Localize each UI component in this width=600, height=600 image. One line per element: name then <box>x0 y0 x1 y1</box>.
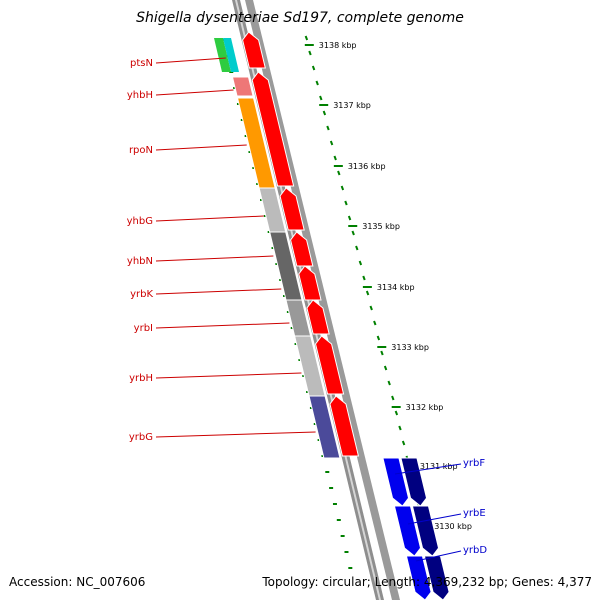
tick-minor-mark <box>347 215 352 221</box>
reverse-gene-arrow <box>411 505 440 557</box>
forward-gene-label: yhbH <box>127 90 153 101</box>
tick-minor-mark <box>401 440 406 446</box>
tick-label: 3133 kbp <box>391 343 429 352</box>
gene-category-block <box>308 395 341 459</box>
gene-category-block <box>223 38 239 72</box>
gene-leader-line <box>155 144 247 151</box>
forward-gene-arrow <box>306 299 330 335</box>
tick-minor-mark <box>391 395 395 401</box>
forward-gene-label: ptsN <box>130 58 153 69</box>
tick-minor-mark <box>398 425 402 431</box>
forward-gene-arrow <box>279 187 305 231</box>
gene-leader-line <box>407 513 462 525</box>
tick-minor-mark <box>358 260 363 266</box>
gene-leader-line <box>155 255 274 262</box>
forward-gene-arrow <box>251 71 295 187</box>
forward-gene-label: yhbG <box>127 216 153 227</box>
reverse-gene-arrow <box>393 505 422 557</box>
tick-minor-mark <box>355 245 359 251</box>
tick-label: 3132 kbp <box>406 403 444 412</box>
tick-minor-mark <box>340 185 345 191</box>
tick-minor-mark <box>387 380 391 386</box>
tick-label: 3134 kbp <box>377 283 415 292</box>
tick-minor-mark <box>351 230 355 236</box>
reverse-gene-label: yrbF <box>463 458 485 469</box>
reverse-gene-arrow <box>382 457 410 507</box>
gene-leader-line <box>415 550 462 562</box>
gene-category-block <box>214 38 231 72</box>
gene-leader-line <box>155 372 302 379</box>
tick-minor-mark <box>344 200 348 206</box>
tick-minor-mark <box>362 275 366 281</box>
gene-leader-line <box>155 215 264 222</box>
tick-minor-mark <box>365 290 370 296</box>
map-title: Shigella dysenteriae Sd197, complete gen… <box>136 10 464 26</box>
tick-minor-mark <box>333 155 337 161</box>
tick-minor-mark <box>311 65 316 71</box>
tick-minor-mark <box>322 110 327 116</box>
gene-leader-line <box>155 322 290 329</box>
tick-minor-mark <box>376 335 381 341</box>
forward-gene-label: yrbH <box>129 373 153 384</box>
accession-text: Accession: NC_007606 <box>9 575 146 589</box>
reverse-gene-arrow <box>400 457 428 507</box>
tick-minor-mark <box>329 140 334 146</box>
gene-leader-line <box>155 89 234 96</box>
forward-gene-arrow <box>329 395 360 457</box>
tick-label: 3138 kbp <box>319 41 357 50</box>
tick-label: 3136 kbp <box>348 162 386 171</box>
tick-minor-mark <box>369 305 373 311</box>
forward-gene-label: rpoN <box>129 145 153 156</box>
reverse-gene-label: yrbD <box>463 545 487 556</box>
gene-category-block <box>231 76 254 97</box>
tick-minor-mark <box>315 80 319 86</box>
tick-label: 3131 kbp <box>420 462 458 471</box>
tick-label: 3130 kbp <box>434 522 472 531</box>
forward-gene-arrow <box>315 335 345 395</box>
gene-leader-line <box>155 57 226 64</box>
tick-minor-mark <box>337 170 341 176</box>
tick-minor-mark <box>373 320 377 326</box>
forward-gene-arrow <box>242 31 266 69</box>
tick-minor-mark <box>326 125 330 131</box>
tick-minor-mark <box>380 350 384 356</box>
gene-leader-line <box>155 431 316 438</box>
reverse-gene-label: yrbE <box>463 508 486 519</box>
tick-label: 3135 kbp <box>362 222 400 231</box>
reverse-gene-arrow <box>405 555 432 600</box>
tick-minor-mark <box>304 35 309 41</box>
forward-gene-label: yrbG <box>129 432 153 443</box>
gene-leader-line <box>394 463 462 475</box>
gene-leader-line <box>155 288 282 295</box>
tick-minor-mark <box>394 410 399 416</box>
forward-gene-label: yhbN <box>127 256 153 267</box>
tick-label: 3137 kbp <box>333 101 371 110</box>
forward-gene-label: yrbI <box>134 323 153 334</box>
tick-minor-mark <box>383 365 388 371</box>
genome-summary-text: Topology: circular; Length: 4,369,232 bp… <box>262 575 592 589</box>
tick-minor-mark <box>308 50 312 56</box>
tick-minor-mark <box>319 95 323 101</box>
forward-gene-label: yrbK <box>130 289 153 300</box>
